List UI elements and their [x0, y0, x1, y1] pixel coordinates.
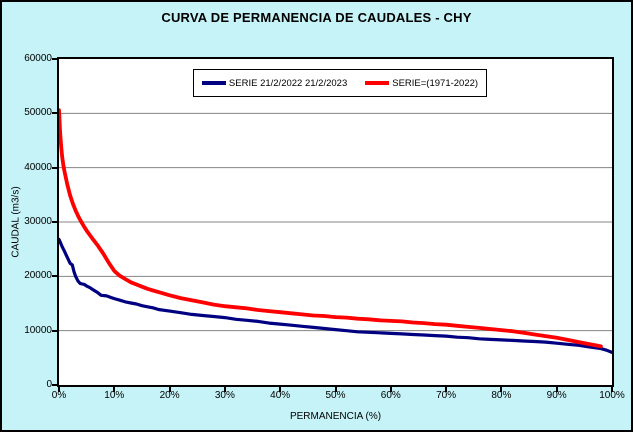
x-tick-label: 70% [436, 390, 457, 401]
y-tick-label: 30000 [24, 216, 52, 227]
plot-area: SERIE 21/2/2022 21/2/2023 SERIE=(1971-20… [57, 57, 614, 387]
x-tick-label: 90% [546, 390, 567, 401]
x-tick-label: 40% [270, 390, 291, 401]
legend-line-series2-icon [365, 81, 390, 85]
y-tick-mark [52, 384, 57, 386]
legend-label-series2: SERIE=(1971-2022) [392, 77, 479, 89]
x-tick-label: 80% [491, 390, 512, 401]
x-tick-mark [334, 387, 337, 392]
x-tick-label: 100% [599, 390, 625, 401]
y-tick-label: 50000 [24, 107, 52, 119]
plot-canvas [59, 108, 612, 354]
x-tick-label: 30% [214, 390, 235, 401]
y-tick-mark [52, 166, 57, 169]
x-tick-mark [279, 387, 282, 392]
x-tick-mark [555, 387, 558, 392]
x-tick-mark [611, 387, 613, 392]
x-axis-title: PERMANENCIA (%) [289, 411, 382, 422]
y-tick-mark [52, 58, 57, 60]
y-tick-label: 0 [46, 379, 52, 390]
x-tick-mark [445, 387, 448, 392]
series-line-2 [59, 108, 603, 349]
x-tick-mark [223, 387, 226, 392]
x-tick-label: 50% [325, 390, 346, 401]
x-tick-mark [113, 387, 116, 392]
y-tick-label: 20000 [24, 270, 52, 282]
legend-line-series1-icon [201, 81, 226, 85]
x-tick-mark [168, 387, 171, 392]
legend-label-series1: SERIE 21/2/2022 21/2/2023 [228, 77, 348, 89]
y-tick-mark [52, 329, 57, 332]
chart-title: CURVA DE PERMANENCIA DE CAUDALES - CHY [161, 10, 472, 25]
y-tick-label: 60000 [24, 53, 52, 64]
x-tick-label: 0% [51, 390, 67, 401]
x-tick-mark [389, 387, 392, 392]
x-tick-label: 10% [104, 390, 125, 401]
x-tick-mark [58, 387, 60, 392]
y-tick-mark [52, 112, 57, 115]
x-tick-label: 20% [159, 390, 180, 401]
y-tick-mark [52, 221, 57, 223]
series-line-1 [59, 237, 612, 354]
x-tick-label: 60% [380, 390, 401, 401]
x-tick-mark [500, 387, 503, 392]
y-tick-label: 10000 [24, 324, 52, 336]
y-tick-label: 40000 [24, 161, 52, 173]
legend: SERIE 21/2/2022 21/2/2023 SERIE=(1971-20… [193, 69, 487, 97]
y-tick-mark [52, 275, 57, 278]
